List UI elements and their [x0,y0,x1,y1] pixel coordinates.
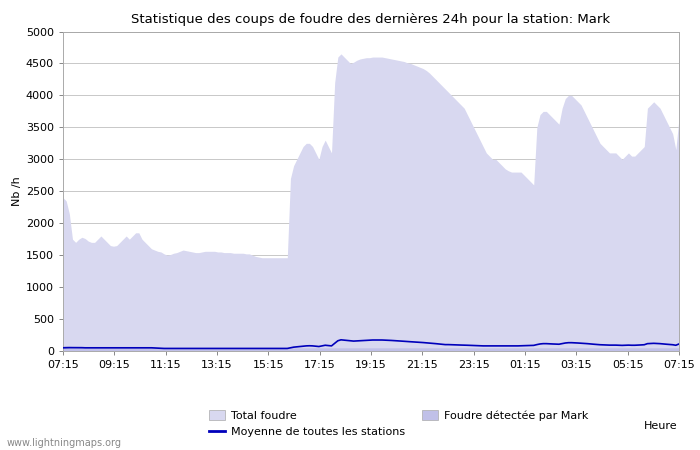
Text: www.lightningmaps.org: www.lightningmaps.org [7,438,122,448]
Title: Statistique des coups de foudre des dernières 24h pour la station: Mark: Statistique des coups de foudre des dern… [132,13,610,26]
Text: Heure: Heure [644,421,678,431]
Y-axis label: Nb /h: Nb /h [12,176,22,206]
Legend: Total foudre, Moyenne de toutes les stations, Foudre détectée par Mark: Total foudre, Moyenne de toutes les stat… [204,406,593,441]
